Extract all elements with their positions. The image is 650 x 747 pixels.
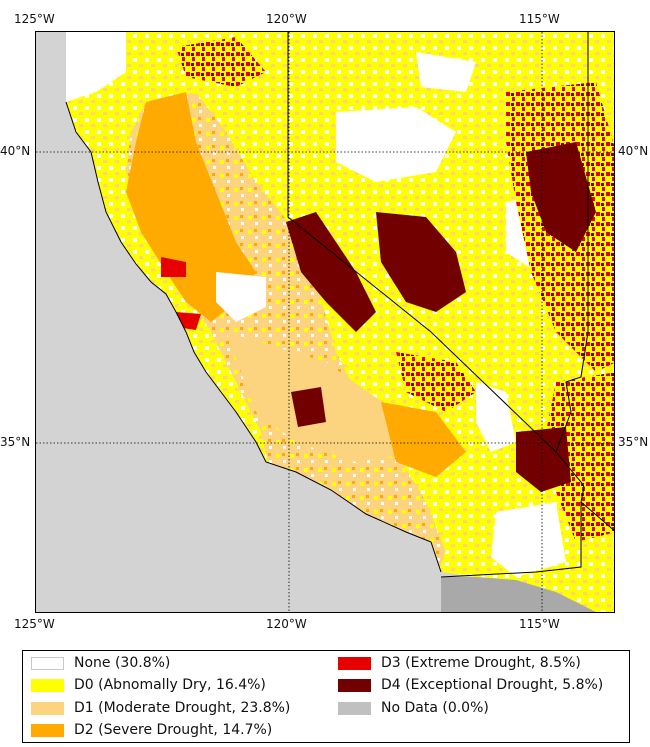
legend-item-none: None (30.8%) xyxy=(31,655,170,671)
drought-map xyxy=(35,31,615,613)
bottom-tick-115w: 115°W xyxy=(519,617,560,631)
legend-item-d0: D0 (Abnomally Dry, 16.4%) xyxy=(31,677,266,693)
legend-item-d3: D3 (Extreme Drought, 8.5%) xyxy=(338,655,581,671)
top-tick-115w: 115°W xyxy=(519,12,560,26)
legend-label-no-data: No Data (0.0%) xyxy=(381,700,489,716)
swatch-no-data xyxy=(338,701,371,715)
none-patch-north xyxy=(336,107,456,182)
d2-south-central xyxy=(381,402,466,477)
legend-item-no-data: No Data (0.0%) xyxy=(338,700,489,716)
legend-item-d2: D2 (Severe Drought, 14.7%) xyxy=(31,722,272,738)
d4-nevada xyxy=(526,142,596,252)
d3-bay-area xyxy=(161,257,186,277)
d4-owens xyxy=(376,212,466,312)
none-patch-desert xyxy=(476,382,516,452)
legend-label-d1: D1 (Moderate Drought, 23.8%) xyxy=(74,700,291,716)
legend-label-d2: D2 (Severe Drought, 14.7%) xyxy=(74,722,273,738)
d2-coast-range xyxy=(126,92,256,322)
map-canvas xyxy=(36,32,614,612)
coastline xyxy=(65,101,442,573)
none-patch-ne xyxy=(416,52,476,92)
right-tick-40n: 40°N xyxy=(618,144,649,158)
ca-mexico-border xyxy=(440,502,582,578)
nv-az-border xyxy=(555,32,589,453)
swatch-d2 xyxy=(31,723,64,737)
legend-label-d0: D0 (Abnomally Dry, 16.4%) xyxy=(74,677,266,693)
d3-mojave xyxy=(396,352,476,412)
none-bay-area xyxy=(216,272,266,322)
swatch-d0 xyxy=(31,678,64,692)
right-tick-35n: 35°N xyxy=(618,435,649,449)
legend-label-none: None (30.8%) xyxy=(74,655,171,671)
left-tick-35n: 35°N xyxy=(0,435,31,449)
swatch-d4 xyxy=(338,678,371,692)
d4-sierra xyxy=(286,212,376,332)
swatch-d3 xyxy=(338,656,371,670)
az-border xyxy=(580,501,614,531)
bottom-tick-120w: 120°W xyxy=(266,617,307,631)
legend-item-d1: D1 (Moderate Drought, 23.8%) xyxy=(31,700,290,716)
top-tick-125w: 125°W xyxy=(14,12,55,26)
none-patch-south xyxy=(491,502,566,577)
d4-kern xyxy=(291,387,326,427)
legend-item-d4: D4 (Exceptional Drought, 5.8%) xyxy=(338,677,603,693)
d3-southeast xyxy=(546,372,614,542)
swatch-none xyxy=(31,656,64,670)
left-tick-40n: 40°N xyxy=(0,144,31,158)
top-tick-120w: 120°W xyxy=(266,12,307,26)
swatch-d1 xyxy=(31,701,64,715)
legend: None (30.8%) D0 (Abnomally Dry, 16.4%) D… xyxy=(22,650,630,743)
legend-label-d3: D3 (Extreme Drought, 8.5%) xyxy=(381,655,581,671)
none-patch-nw xyxy=(66,32,126,102)
d3-north xyxy=(176,37,266,87)
bottom-tick-125w: 125°W xyxy=(14,617,55,631)
legend-label-d4: D4 (Exceptional Drought, 5.8%) xyxy=(381,677,604,693)
